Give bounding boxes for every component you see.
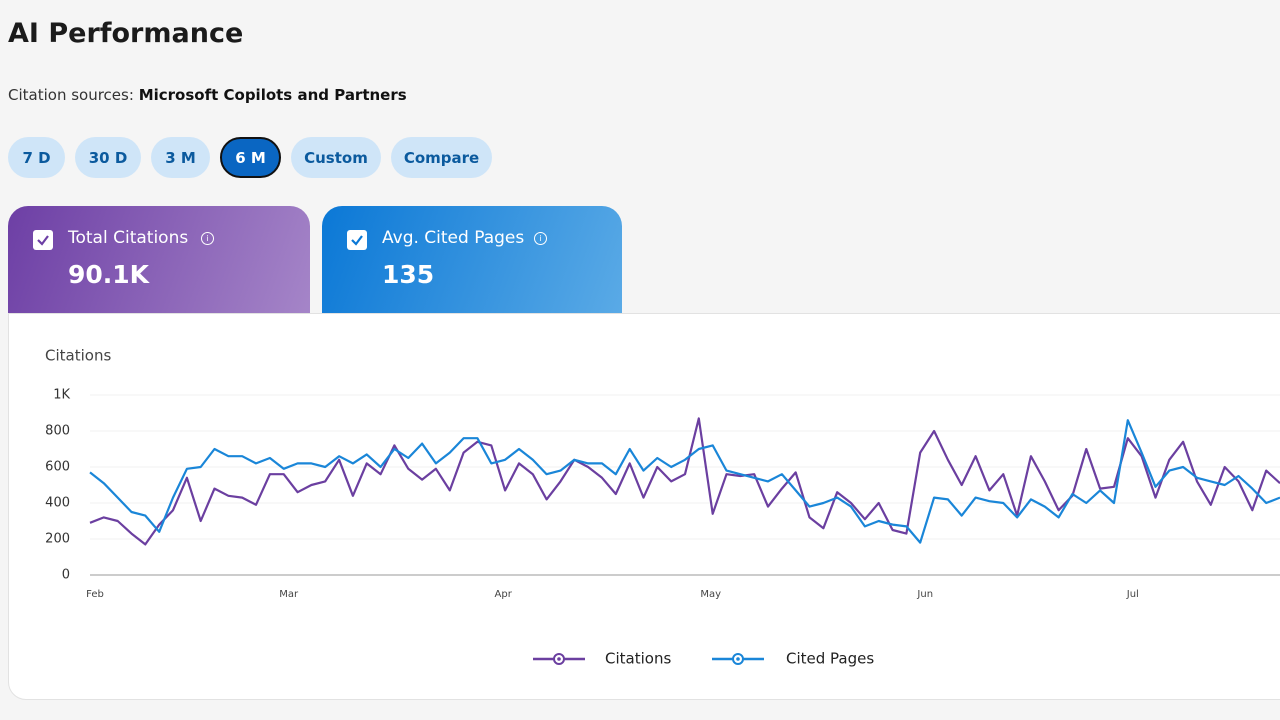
range-button[interactable]: 6 M — [220, 137, 281, 178]
sources-value: Microsoft Copilots and Partners — [138, 86, 407, 104]
metric-card[interactable]: Avg. Cited Pages i 135 — [322, 206, 622, 313]
y-tick-label: 0 — [62, 568, 70, 583]
y-axis-title: Citations — [45, 347, 111, 365]
info-icon[interactable]: i — [534, 232, 547, 245]
checkbox[interactable] — [347, 230, 367, 250]
info-icon[interactable]: i — [201, 232, 214, 245]
card-label: Total Citations — [68, 228, 189, 248]
card-label: Avg. Cited Pages — [382, 228, 525, 248]
x-tick-label: Jun — [916, 589, 933, 600]
card-value: 135 — [382, 260, 435, 289]
series-line — [89, 419, 1280, 544]
x-tick-label: Jul — [1126, 589, 1139, 600]
series-line — [89, 417, 1280, 546]
range-button[interactable]: 30 D — [75, 137, 141, 178]
y-tick-label: 600 — [45, 460, 70, 475]
x-tick-label: Apr — [495, 589, 513, 600]
metric-card[interactable]: Total Citations i 90.1K — [8, 206, 310, 313]
x-tick-label: Mar — [279, 589, 299, 600]
checkbox[interactable] — [33, 230, 53, 250]
legend-marker-dot — [736, 657, 740, 661]
sources-label: Citation sources: — [8, 86, 134, 104]
x-tick-label: May — [700, 589, 721, 600]
y-tick-label: 800 — [45, 424, 70, 439]
y-tick-label: 400 — [45, 496, 70, 511]
range-button[interactable]: 7 D — [8, 137, 65, 178]
citation-sources: Citation sources: Microsoft Copilots and… — [8, 86, 407, 104]
check-icon — [351, 235, 363, 246]
legend-marker-dot — [557, 657, 561, 661]
page-title: AI Performance — [8, 18, 244, 49]
y-tick-label: 1K — [53, 388, 70, 403]
y-tick-label: 200 — [45, 532, 70, 547]
legend-label: Citations — [605, 650, 671, 668]
range-button[interactable]: Compare — [391, 137, 492, 178]
check-icon — [37, 235, 49, 246]
range-button[interactable]: 3 M — [151, 137, 210, 178]
x-tick-label: Feb — [86, 589, 104, 600]
range-button[interactable]: Custom — [291, 137, 381, 178]
chart-panel — [8, 313, 1280, 700]
legend-label: Cited Pages — [786, 650, 874, 668]
card-value: 90.1K — [68, 260, 150, 289]
